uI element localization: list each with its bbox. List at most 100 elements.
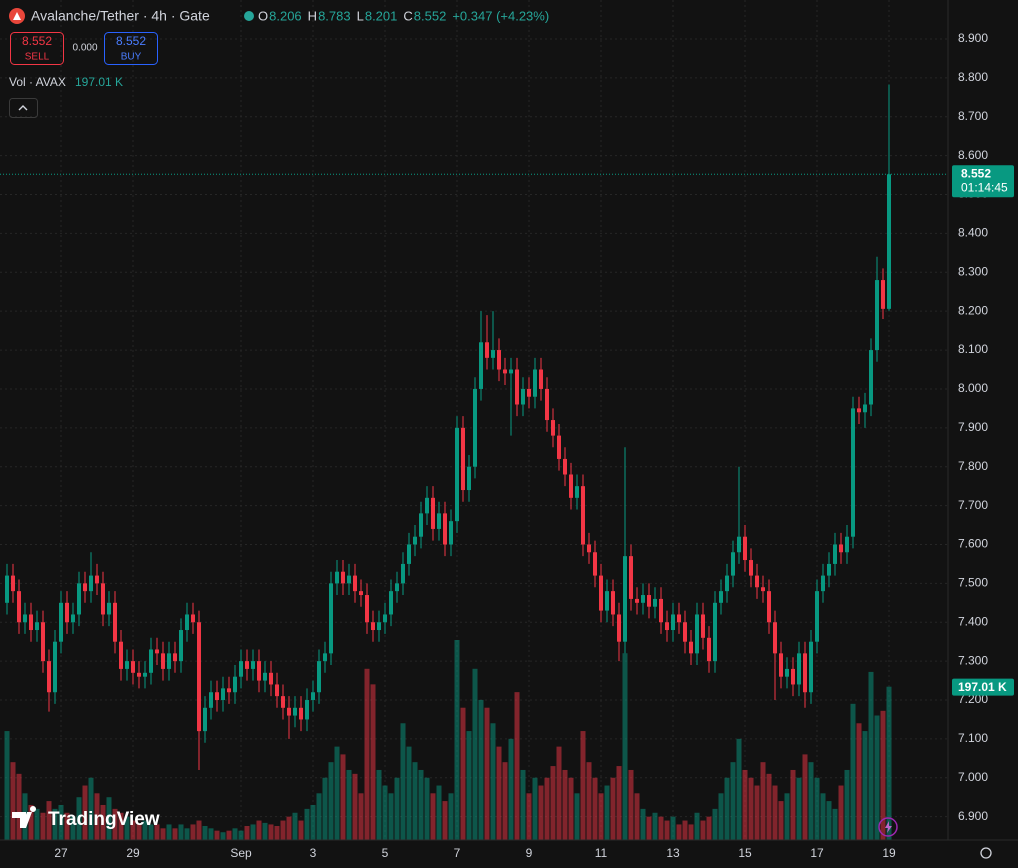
buy-price: 8.552 [116, 34, 146, 48]
volume-bar [94, 793, 100, 840]
candle-body [683, 622, 687, 642]
candle-body [779, 653, 783, 677]
candle-body [269, 672, 273, 685]
volume-bar [826, 801, 832, 840]
x-tick-label: 13 [666, 846, 680, 860]
x-tick-label: 5 [382, 846, 389, 860]
candle-body [101, 583, 105, 615]
volume-bar [550, 766, 556, 840]
volume-bar [718, 793, 724, 840]
candle-body [761, 587, 765, 592]
candle-body [575, 486, 579, 498]
price-tag [952, 165, 1014, 198]
volume-bar [610, 777, 616, 840]
volume-bar [112, 808, 118, 840]
volume-name: Vol · AVAX [9, 75, 66, 89]
volume-bar [400, 723, 406, 840]
buy-button[interactable] [104, 32, 158, 65]
volume-bar [616, 766, 622, 840]
volume-bar [622, 653, 628, 840]
candle-body [581, 486, 585, 545]
volume-bar [286, 816, 292, 840]
volume-bar [274, 825, 280, 840]
volume-bar [688, 824, 694, 840]
candle-body [23, 614, 27, 623]
candle-body [389, 591, 393, 615]
volume-bar [70, 816, 76, 840]
candle-body [167, 653, 171, 669]
volume-bar [880, 710, 886, 840]
volume-bar [124, 816, 130, 840]
volume-bar [568, 777, 574, 840]
candle-body [809, 641, 813, 693]
y-tick-label: 8.900 [958, 31, 988, 45]
volume-bar [76, 797, 82, 840]
volume-bar [316, 793, 322, 840]
volume-bar [202, 825, 208, 840]
symbol-title[interactable]: Avalanche/Tether · 4h · Gate [31, 8, 210, 24]
alert-button[interactable] [878, 817, 898, 837]
candle-body [263, 672, 267, 681]
volume-bar [406, 746, 412, 840]
sell-button[interactable] [10, 32, 64, 65]
candle-body [281, 696, 285, 708]
candle-body [833, 544, 837, 564]
volume-bar [382, 785, 388, 840]
candle-body [185, 614, 189, 631]
candle-body [551, 420, 555, 436]
volume-bar [46, 801, 52, 840]
volume-bar [784, 793, 790, 840]
candles [5, 84, 891, 771]
volume-bar [556, 746, 562, 840]
spread: 0.000 [72, 43, 97, 54]
volume-bar [658, 816, 664, 840]
volume-bar [244, 825, 250, 840]
candle-body [425, 497, 429, 514]
candle-body [731, 552, 735, 576]
volume-bar [4, 731, 10, 840]
volume-bar [334, 746, 340, 840]
candle-body [401, 563, 405, 584]
volume-bar [502, 762, 508, 840]
volume-bar [220, 832, 226, 840]
volume-bar [844, 769, 850, 840]
volume-bar [322, 777, 328, 840]
candle-body [287, 707, 291, 716]
y-tick-label: 6.900 [958, 809, 988, 823]
volume-pane [4, 640, 892, 840]
candle-body [767, 591, 771, 623]
candle-body [815, 591, 819, 642]
candle-body [227, 688, 231, 693]
volume-tag [952, 678, 1014, 696]
candle-body [599, 575, 603, 611]
candle-body [803, 653, 807, 693]
volume-bar [748, 777, 754, 840]
volume-bar [820, 793, 826, 840]
candle-body [443, 513, 447, 545]
candle-body [251, 661, 255, 669]
volume-bar [364, 668, 370, 840]
volume-bar [598, 793, 604, 840]
candle-body [749, 560, 753, 576]
volume-bar [832, 808, 838, 840]
candle-body [149, 649, 153, 673]
candle-body [485, 342, 489, 358]
candle-body [827, 563, 831, 576]
volume-bar [604, 785, 610, 840]
ohlc-value: 8.201 [365, 8, 398, 23]
settings-button[interactable] [980, 847, 992, 859]
volume-bar [52, 808, 58, 840]
volume-bar [472, 668, 478, 840]
candle-body [233, 676, 237, 693]
candle-body [605, 591, 609, 611]
volume-tag-label: 197.01 K [958, 680, 1007, 694]
volume-bar [370, 684, 376, 840]
candle-body [17, 591, 21, 623]
candle-body [449, 521, 453, 545]
candle-body [857, 408, 861, 413]
volume-bar [538, 785, 544, 840]
volume-bar [484, 707, 490, 840]
collapse-button[interactable] [9, 98, 38, 118]
candle-body [155, 649, 159, 654]
volume-bar [532, 777, 538, 840]
